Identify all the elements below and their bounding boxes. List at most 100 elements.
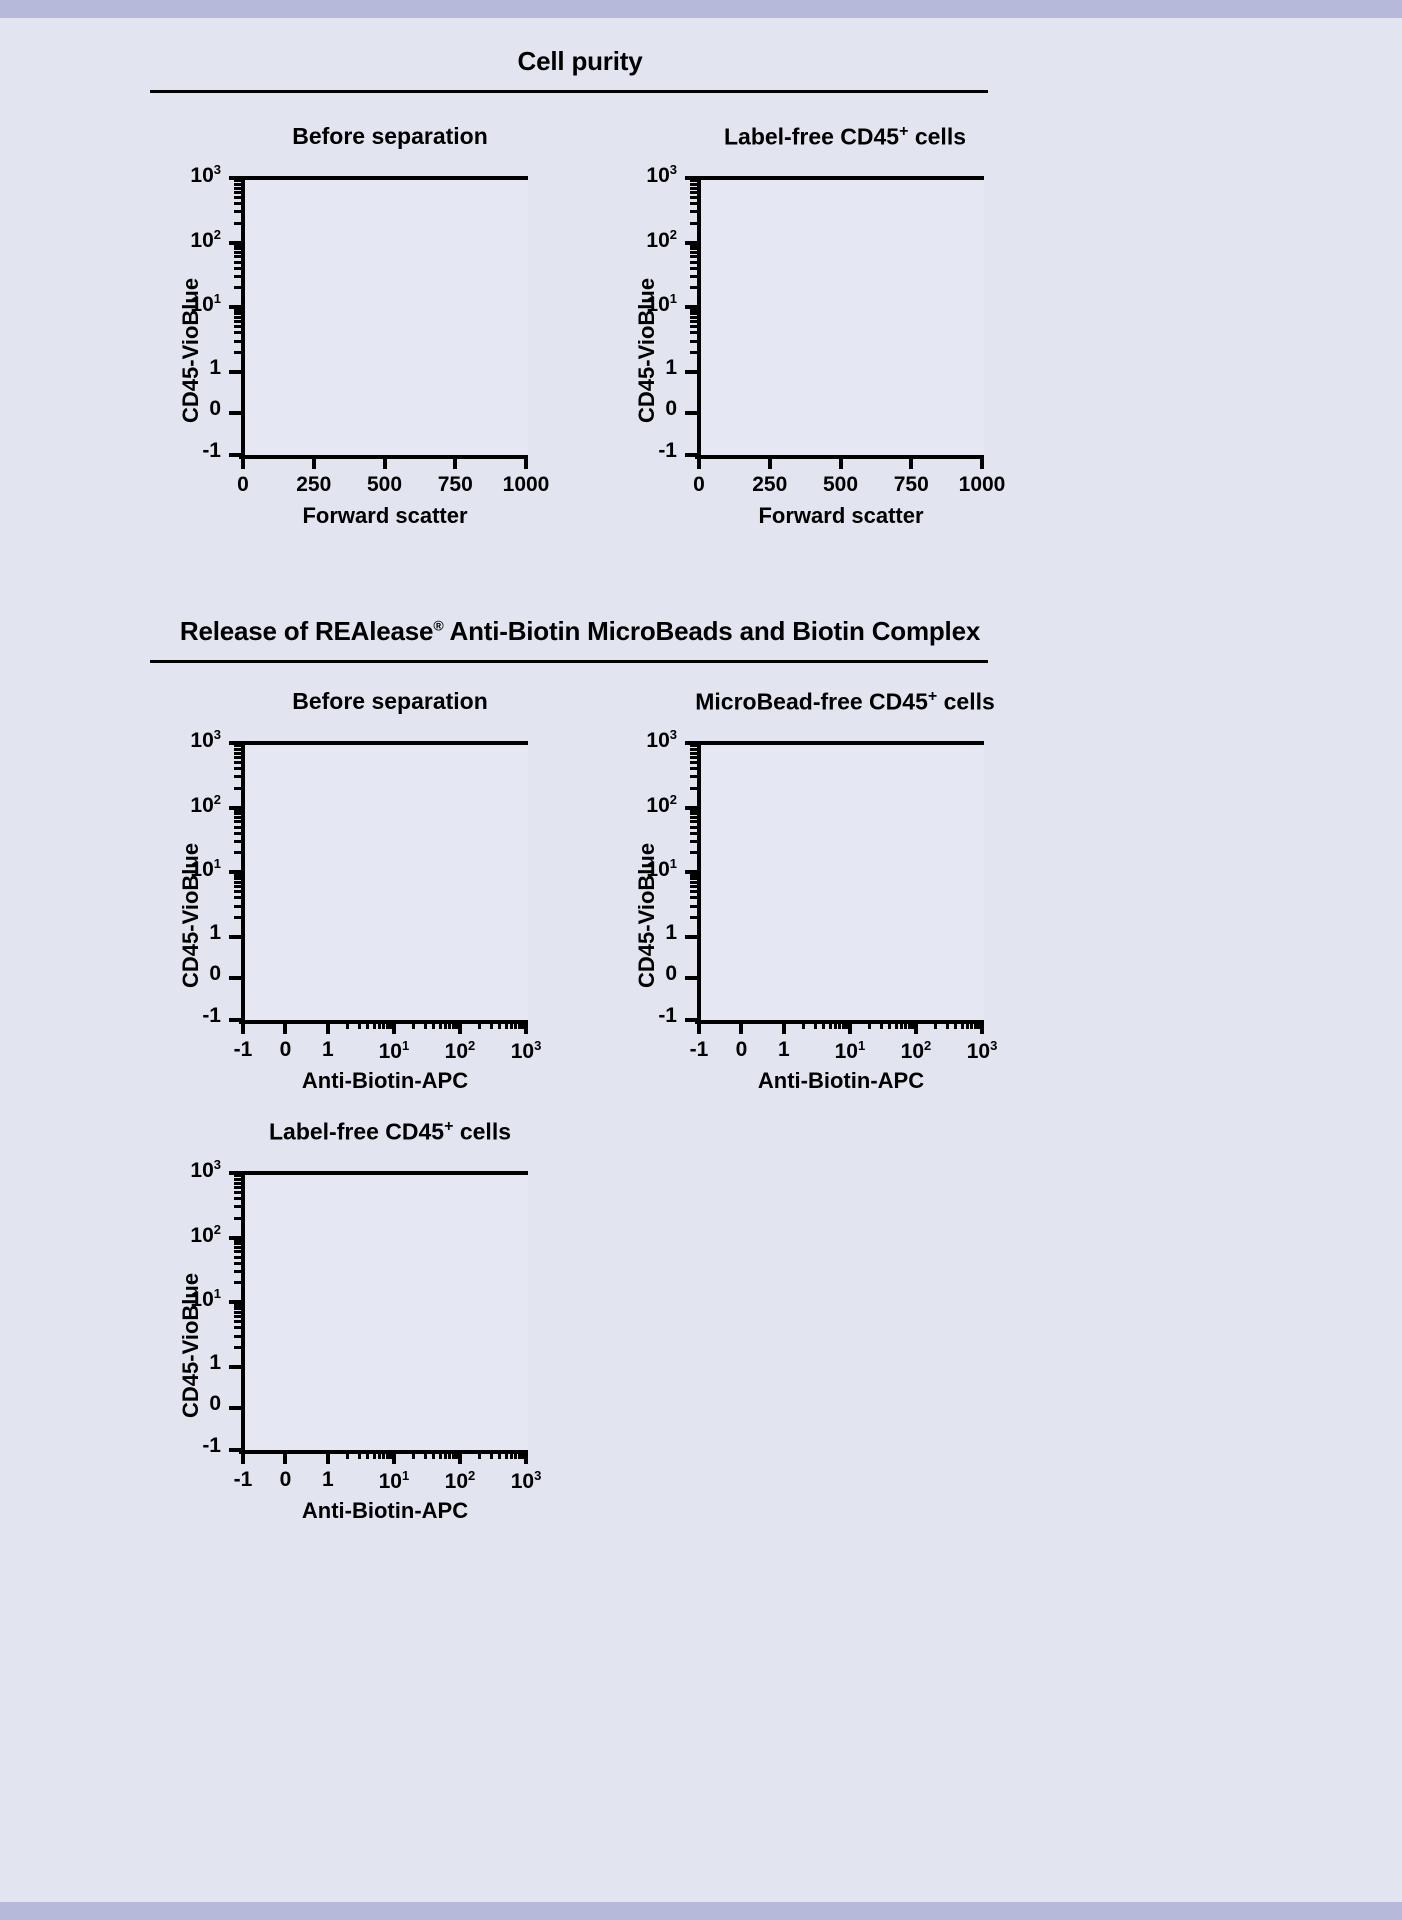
- axis-tick: [690, 210, 699, 214]
- axis-tick: [234, 877, 243, 881]
- axis-tick: [366, 1020, 370, 1029]
- axis-tick: [448, 1450, 452, 1459]
- axis-tick: [229, 1018, 243, 1022]
- axis-tick: [234, 1239, 243, 1243]
- axis-tick: [234, 747, 243, 751]
- axis-tick-label: 1000: [502, 473, 550, 496]
- axis-tick: [690, 744, 699, 748]
- axis-tick: [234, 890, 243, 894]
- axis-tick: [229, 1171, 243, 1175]
- axis-tick: [690, 325, 699, 329]
- axis-tick: [685, 805, 699, 810]
- axis-tick-label: -1: [233, 1468, 253, 1491]
- axis-tick: [229, 741, 243, 745]
- axis-tick: [234, 839, 243, 843]
- axis-tick: [234, 274, 243, 278]
- axis-tick: [229, 453, 243, 457]
- axis-tick: [685, 870, 699, 875]
- axis-tick: [960, 1020, 964, 1029]
- axis-tick: [690, 308, 699, 312]
- axis-tick: [690, 260, 699, 264]
- axis-tick: [685, 741, 699, 745]
- axis-tick: [432, 1450, 436, 1459]
- axis-tick: [911, 1020, 915, 1029]
- axis-tick: [234, 767, 243, 771]
- axis-tick: [690, 182, 699, 186]
- plot-frame-release-before: [241, 741, 528, 1022]
- axis-tick-label: 101: [646, 291, 677, 317]
- axis-tick-label: 0: [665, 962, 677, 986]
- section-title-release: Release of REAlease® Anti-Biotin MicroBe…: [150, 616, 1010, 647]
- axis-tick: [234, 1216, 243, 1220]
- axis-tick: [234, 812, 243, 816]
- axis-tick: [690, 251, 699, 255]
- axis-tick: [904, 1020, 908, 1029]
- axis-tick: [234, 202, 243, 206]
- x-axis-line: [239, 1450, 526, 1454]
- axis-tick: [504, 1020, 508, 1029]
- axis-tick: [346, 1450, 350, 1459]
- plot-title-purity-before: Before separation: [292, 123, 488, 149]
- plot-frame-purity-before: [241, 176, 528, 457]
- axis-tick: [234, 825, 243, 829]
- axis-tick: [828, 1020, 832, 1029]
- registered-mark-icon: ®: [433, 617, 444, 634]
- axis-tick: [685, 1018, 699, 1022]
- axis-tick-label: 0: [209, 1392, 221, 1416]
- axis-tick: [514, 1450, 518, 1459]
- axis-tick: [325, 1450, 330, 1464]
- axis-tick: [498, 1450, 502, 1459]
- plot-title-purity-after: Label-free CD45+ cells: [645, 123, 1045, 151]
- axis-tick: [234, 755, 243, 759]
- axis-tick: [229, 1406, 243, 1411]
- axis-tick: [229, 369, 243, 374]
- axis-tick: [521, 1020, 525, 1029]
- axis-tick: [229, 1364, 243, 1369]
- axis-tick: [234, 1242, 243, 1246]
- axis-tick: [690, 915, 699, 919]
- x-axis-line: [695, 455, 982, 459]
- axis-tick: [524, 1450, 528, 1464]
- axis-tick: [690, 760, 699, 764]
- axis-tick: [489, 1450, 493, 1459]
- axis-tick: [234, 851, 243, 855]
- axis-tick: [234, 1177, 243, 1181]
- plus-superscript-label-free: +: [444, 1118, 454, 1135]
- axis-tick: [690, 331, 699, 335]
- plot-title-label-free-prefix: Label-free CD45: [268, 1118, 445, 1145]
- axis-tick: [690, 247, 699, 251]
- axis-tick: [478, 1020, 482, 1029]
- axis-tick: [382, 1020, 386, 1029]
- axis-tick: [518, 1450, 522, 1459]
- axis-tick: [386, 1020, 390, 1029]
- axis-tick: [954, 1020, 958, 1029]
- axis-tick: [833, 1020, 837, 1029]
- axis-tick-label: -1: [233, 1038, 253, 1061]
- axis-tick: [980, 1020, 984, 1034]
- axis-tick: [455, 1450, 459, 1459]
- axis-tick: [908, 1020, 912, 1029]
- axis-tick: [283, 1020, 288, 1034]
- axis-tick: [690, 812, 699, 816]
- x-axis-label-purity-before: Forward scatter: [302, 503, 468, 528]
- axis-tick: [234, 312, 243, 316]
- axis-tick-label: 0: [279, 1038, 292, 1061]
- axis-tick: [229, 240, 243, 245]
- axis-tick-label: 103: [510, 1038, 542, 1063]
- axis-tick: [423, 1450, 427, 1459]
- section-title-release-prefix: Release of REAlease: [179, 616, 434, 646]
- axis-tick-label: 101: [646, 856, 677, 882]
- axis-tick: [443, 1450, 447, 1459]
- axis-tick: [229, 805, 243, 810]
- axis-tick: [234, 775, 243, 779]
- plot-frame-release-microbead-free: [697, 741, 984, 1022]
- axis-tick: [389, 1020, 393, 1029]
- plot-frame-release-label-free: [241, 1171, 528, 1452]
- axis-tick: [234, 331, 243, 335]
- axis-tick: [234, 1174, 243, 1178]
- axis-tick: [879, 1020, 883, 1029]
- axis-tick: [685, 453, 699, 457]
- axis-tick: [372, 1020, 376, 1029]
- axis-tick: [838, 1020, 842, 1029]
- axis-tick-label: 101: [378, 1038, 410, 1063]
